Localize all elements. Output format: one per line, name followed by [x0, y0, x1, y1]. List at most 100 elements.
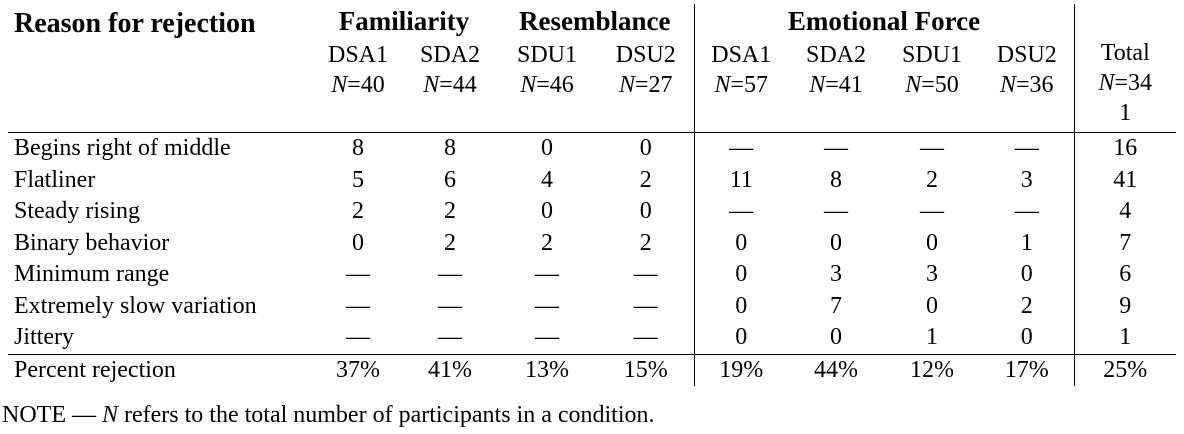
condition-header: SDU1 N=46 — [496, 38, 598, 133]
value-cell: 15% — [598, 353, 694, 386]
n-symbol: N — [1098, 70, 1115, 96]
value-cell: 1 — [1020, 229, 1033, 256]
value-cell: 0 — [496, 132, 598, 165]
condition-header: DSA1 N=57 — [693, 38, 788, 133]
value-cell: 2 — [444, 229, 456, 256]
group-familiarity: Familiarity — [338, 6, 470, 36]
condition-name: SDA2 — [419, 42, 480, 68]
reason-label: Binary behavior — [14, 229, 170, 256]
value-cell: 0 — [693, 290, 788, 322]
value-cell: 5 — [352, 166, 364, 193]
table-row: Steady rising 2 2 0 0 — — — — 4 — [8, 196, 1177, 228]
condition-name: DSA1 — [327, 42, 388, 68]
condition-n: =50 — [921, 72, 959, 98]
total-cell: 7 — [1073, 227, 1177, 259]
condition-header: DSU2 N=36 — [980, 38, 1074, 133]
value-cell: 0 — [541, 198, 553, 225]
table-row: Jittery — — — — 0 0 1 0 1 — [8, 322, 1177, 354]
value-cell: — — [346, 292, 370, 319]
value-cell: — — [633, 261, 658, 288]
value-cell: 0 — [693, 322, 788, 354]
reason-label: Flatliner — [14, 166, 96, 193]
table-head: Reason for rejection Familiarity Resembl… — [8, 4, 1177, 133]
value-cell: 2 — [926, 166, 938, 193]
table-row: Extremely slow variation — — — — 0 7 0 2 9 — [8, 290, 1177, 322]
value-cell: 0 — [1020, 261, 1033, 288]
condition-n: =57 — [730, 72, 769, 98]
value-cell: 0 — [926, 292, 938, 319]
value-cell: 37% — [312, 353, 404, 386]
total-n: =341 — [1114, 70, 1153, 126]
value-cell: — — [438, 261, 462, 288]
reason-label: Steady rising — [14, 198, 140, 225]
reason-header: Reason for rejection — [14, 8, 256, 39]
value-cell: 12% — [884, 353, 980, 386]
table-row: Minimum range — — — — 0 3 3 0 6 — [8, 259, 1177, 291]
condition-name: SDU1 — [516, 42, 577, 68]
reason-label: Percent rejection — [8, 353, 312, 386]
value-cell: 2 — [1020, 292, 1033, 319]
total-group-spacer — [1073, 4, 1177, 38]
value-cell: 41% — [404, 353, 496, 386]
n-symbol: N — [331, 72, 348, 98]
n-symbol: N — [618, 72, 635, 98]
condition-name: DSU2 — [615, 42, 676, 68]
value-cell: 6 — [444, 166, 456, 193]
value-cell: — — [693, 196, 788, 228]
summary-row: Percent rejection 37% 41% 13% 15% 19% 44% 12% 17… — [8, 353, 1177, 386]
note-prefix: NOTE — — [2, 402, 102, 428]
table-row: Binary behavior 0 2 2 2 0 0 0 1 7 — [8, 227, 1177, 259]
value-cell: 0 — [926, 229, 938, 256]
total-cell: 16 — [1073, 132, 1177, 165]
n-symbol: N — [520, 72, 537, 98]
value-cell: 0 — [693, 259, 788, 291]
value-cell: 2 — [541, 229, 553, 256]
value-cell: 3 — [830, 261, 842, 288]
note-n-symbol: N — [101, 402, 118, 428]
value-cell: 4 — [541, 166, 553, 193]
value-cell: 0 — [830, 229, 842, 256]
value-cell: 2 — [352, 198, 364, 225]
value-cell: 19% — [693, 353, 788, 386]
value-cell: 44% — [788, 353, 884, 386]
value-cell: — — [633, 292, 658, 319]
condition-n: =40 — [347, 72, 385, 98]
table-body: Begins right of middle 8 8 0 0— — — —16 Flatline… — [8, 132, 1177, 386]
condition-header: SDA2 N=41 — [788, 38, 884, 133]
value-cell: 7 — [830, 292, 842, 319]
value-cell: 2 — [444, 198, 456, 225]
value-cell: 13% — [496, 353, 598, 386]
n-symbol: N — [714, 72, 731, 98]
condition-header: SDU1 N=50 — [884, 38, 980, 133]
value-cell: — — [824, 198, 848, 225]
value-cell: 8 — [404, 132, 496, 165]
value-cell: 3 — [1020, 166, 1033, 193]
condition-name: DSA1 — [711, 42, 772, 68]
value-cell: 2 — [639, 166, 652, 193]
value-cell: — — [693, 132, 788, 165]
value-cell: — — [920, 198, 944, 225]
total-cell: 41 — [1073, 164, 1177, 196]
total-cell: 4 — [1073, 196, 1177, 228]
value-cell: — — [535, 324, 559, 351]
value-cell: — — [438, 324, 462, 351]
condition-header: DSU2 N=27 — [598, 38, 694, 133]
condition-name: SDA2 — [805, 42, 866, 68]
reason-label: Minimum range — [14, 261, 170, 288]
condition-header: SDA2 N=44 — [404, 38, 496, 133]
group-resemblance: Resemblance — [519, 6, 671, 36]
value-cell: — — [633, 324, 658, 351]
total-label: Total — [1100, 40, 1150, 66]
note-text: refers to the total number of participan… — [118, 402, 655, 428]
total-cell: 6 — [1073, 259, 1177, 291]
condition-n: =27 — [634, 72, 673, 98]
condition-n: =46 — [536, 72, 574, 98]
value-cell: 2 — [639, 229, 652, 256]
reason-label: Extremely slow variation — [14, 292, 257, 319]
value-cell: 17% — [980, 353, 1075, 386]
condition-n: =44 — [439, 72, 477, 98]
condition-name: SDU1 — [901, 42, 962, 68]
group-emotional-force: Emotional Force — [693, 4, 1075, 38]
table-row: Flatliner 5 6 4 2 11 8 2 3 41 — [8, 164, 1177, 196]
table-row: Begins right of middle 8 8 0 0— — — —16 — [8, 132, 1177, 165]
